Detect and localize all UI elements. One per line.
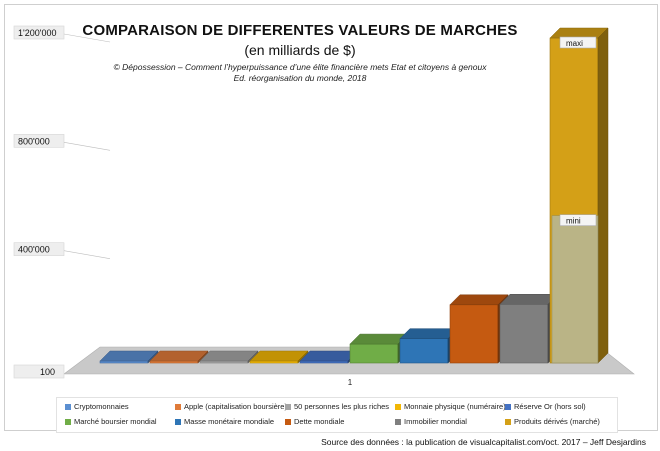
legend-swatch [175,403,181,410]
bar-2 [199,360,249,364]
legend-swatch [65,403,71,410]
y-tick-label: 100 [40,367,55,377]
legend-item: Dette mondiale [285,417,344,426]
legend-swatch [395,418,401,425]
legend-label: Apple (capitalisation boursière) [184,402,287,411]
legend-label: 50 personnes les plus riches [294,402,390,411]
y-tick-box [13,25,65,40]
legend-item: Marché boursier mondial [65,417,157,426]
legend-item: Apple (capitalisation boursière) [175,402,287,411]
y-tick-label: 1'200'000 [18,28,56,38]
legend-item: Cryptomonnaies [65,402,129,411]
legend-swatch [395,403,401,410]
chart-subtitle: (en milliards de $) [244,42,356,58]
legend-label: Dette mondiale [294,417,345,426]
x-tick-label: 1 [348,378,353,387]
credit-line-1: © Dépossession – Comment l’hyperpuissanc… [113,62,487,72]
bar-8 [499,303,549,364]
legend-swatch [505,418,511,425]
bar-5 [349,343,399,364]
annotation-box-mini [559,214,597,226]
chart-legend: Cryptomonnaies Apple (capitalisation bour… [56,397,618,433]
legend-item: Produits dérivés (marché) [505,417,600,426]
bar-mini-overlay [551,215,599,364]
y-tick-box [13,242,65,256]
bar-0 [99,360,149,364]
legend-swatch [285,403,291,410]
legend-item: Réserve Or (hors sol) [505,402,586,411]
legend-label: Masse monétaire mondiale [184,417,275,426]
annotation-mini: mini [566,217,581,226]
legend-item: Masse monétaire mondiale [175,417,274,426]
legend-label: Immobilier mondial [404,417,467,426]
legend-swatch [505,403,511,410]
legend-label: Cryptomonnaies [74,402,129,411]
bar-side-9 [597,27,609,364]
legend-label: Marché boursier mondial [74,417,157,426]
y-tick-leader [63,250,111,259]
legend-label: Monnaie physique (numéraire) [404,402,506,411]
y-tick-box [13,364,65,379]
y-tick-leader [63,142,111,151]
bar-4 [299,360,349,364]
y-tick-label: 800'000 [18,136,50,146]
bar-1 [149,360,199,364]
y-tick-leader [63,33,111,43]
bar-6 [399,338,449,364]
legend-item: Immobilier mondial [395,417,467,426]
chart-title: COMPARAISON DE DIFFERENTES VALEURS DE MA… [82,22,518,39]
legend-swatch [65,418,71,425]
legend-item: 50 personnes les plus riches [285,402,389,411]
annotation-maxi: maxi [566,39,583,48]
y-tick-box [13,134,65,148]
bar-7 [449,304,499,364]
bar-3 [249,360,299,364]
legend-item: Monnaie physique (numéraire) [395,402,506,411]
legend-swatch [175,418,181,425]
legend-label: Produits dérivés (marché) [514,417,600,426]
legend-swatch [285,418,291,425]
y-tick-label: 400'000 [18,245,50,255]
annotation-box-maxi [559,36,597,49]
credit-line-2: Ed. réorganisation du monde, 2018 [233,73,367,83]
source-note: Source des données : la publication de v… [321,437,646,447]
legend-label: Réserve Or (hors sol) [514,402,586,411]
